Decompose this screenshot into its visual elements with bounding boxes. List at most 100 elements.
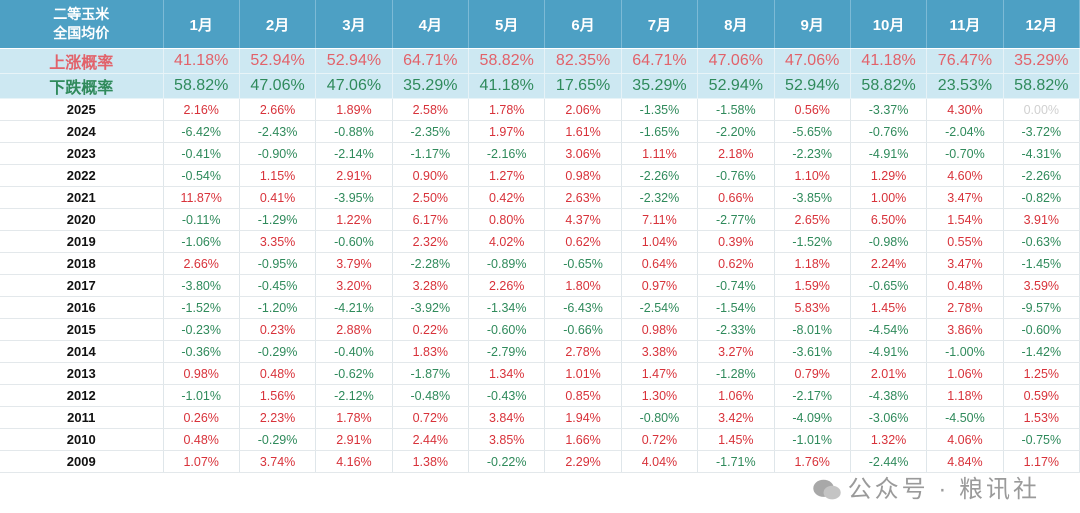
- month-header: 4月: [392, 0, 470, 49]
- change-cell: 1.97%: [468, 120, 546, 143]
- change-cell: -0.62%: [315, 362, 393, 385]
- year-cell: 2025: [0, 98, 164, 121]
- change-cell: -2.04%: [926, 120, 1004, 143]
- year-cell: 2019: [0, 230, 164, 253]
- change-cell: -3.37%: [850, 98, 928, 121]
- change-cell: 1.00%: [850, 186, 928, 209]
- change-cell: 2.24%: [850, 252, 928, 275]
- year-cell: 2018: [0, 252, 164, 275]
- change-cell: 0.98%: [621, 318, 699, 341]
- change-cell: -1.58%: [697, 98, 775, 121]
- table-row: 2014 -0.36% -0.29% -0.40% 1.83% -2.79% 2.78% 3.…: [0, 340, 1080, 363]
- change-cell: 3.86%: [926, 318, 1004, 341]
- change-cell: -1.00%: [926, 340, 1004, 363]
- down-probability-row: 下跌概率 58.82% 47.06% 47.06% 35.29% 41.18% 17.65…: [0, 73, 1080, 99]
- corner-header: 二等玉米 全国均价: [0, 0, 164, 49]
- up-probability-cell: 64.71%: [621, 48, 699, 74]
- change-cell: 4.84%: [926, 450, 1004, 473]
- change-cell: 3.85%: [468, 428, 546, 451]
- month-header: 9月: [774, 0, 851, 49]
- change-cell: 1.78%: [315, 406, 393, 429]
- change-cell: -0.88%: [315, 120, 393, 143]
- change-cell: -0.82%: [1003, 186, 1080, 209]
- change-cell: 3.79%: [315, 252, 393, 275]
- change-cell: -1.52%: [774, 230, 851, 253]
- change-cell: -2.54%: [621, 296, 699, 319]
- change-cell: 2.63%: [544, 186, 622, 209]
- table-row: 2015 -0.23% 0.23% 2.88% 0.22% -0.60% -0.66% 0.9…: [0, 318, 1080, 341]
- change-cell: 1.06%: [926, 362, 1004, 385]
- change-cell: 0.00%: [1003, 98, 1080, 121]
- change-cell: 1.01%: [544, 362, 622, 385]
- change-cell: 0.80%: [468, 208, 546, 231]
- change-cell: 5.83%: [774, 296, 851, 319]
- change-cell: 1.59%: [774, 274, 851, 297]
- change-cell: 3.74%: [239, 450, 317, 473]
- change-cell: 0.62%: [697, 252, 775, 275]
- change-cell: 1.80%: [544, 274, 622, 297]
- change-cell: 1.18%: [774, 252, 851, 275]
- table-row: 2020 -0.11% -1.29% 1.22% 6.17% 0.80% 4.37% 7.11…: [0, 208, 1080, 231]
- month-header: 2月: [239, 0, 317, 49]
- wechat-icon: [812, 479, 841, 500]
- change-cell: -6.43%: [544, 296, 622, 319]
- change-cell: 2.88%: [315, 318, 393, 341]
- change-cell: 2.29%: [544, 450, 622, 473]
- change-cell: 2.44%: [392, 428, 470, 451]
- down-probability-cell: 58.82%: [163, 73, 240, 99]
- down-probability-cell: 52.94%: [697, 73, 775, 99]
- change-cell: -0.75%: [1003, 428, 1080, 451]
- change-cell: 3.47%: [926, 186, 1004, 209]
- change-cell: -0.29%: [239, 428, 317, 451]
- change-cell: -2.77%: [697, 208, 775, 231]
- change-cell: -4.54%: [850, 318, 928, 341]
- change-cell: -4.38%: [850, 384, 928, 407]
- change-cell: 0.48%: [926, 274, 1004, 297]
- change-cell: -0.23%: [163, 318, 240, 341]
- change-cell: -0.89%: [468, 252, 546, 275]
- change-cell: -1.54%: [697, 296, 775, 319]
- change-cell: 0.48%: [163, 428, 240, 451]
- up-probability-cell: 52.94%: [239, 48, 317, 74]
- change-cell: -0.60%: [1003, 318, 1080, 341]
- change-cell: 0.98%: [544, 164, 622, 187]
- change-cell: -2.35%: [392, 120, 470, 143]
- up-probability-cell: 35.29%: [1003, 48, 1080, 74]
- change-cell: 1.07%: [163, 450, 240, 473]
- change-cell: -4.91%: [850, 142, 928, 165]
- change-cell: 3.27%: [697, 340, 775, 363]
- table-row: 2017 -3.80% -0.45% 3.20% 3.28% 2.26% 1.80% 0.97…: [0, 274, 1080, 297]
- month-header: 8月: [697, 0, 775, 49]
- change-cell: 0.42%: [468, 186, 546, 209]
- change-cell: -0.48%: [392, 384, 470, 407]
- change-cell: 0.23%: [239, 318, 317, 341]
- month-header: 3月: [315, 0, 393, 49]
- change-cell: 1.66%: [544, 428, 622, 451]
- month-header: 10月: [850, 0, 928, 49]
- change-cell: -6.42%: [163, 120, 240, 143]
- change-cell: -3.85%: [774, 186, 851, 209]
- change-cell: 1.18%: [926, 384, 1004, 407]
- change-cell: 3.59%: [1003, 274, 1080, 297]
- change-cell: -1.45%: [1003, 252, 1080, 275]
- down-probability-cell: 58.82%: [1003, 73, 1080, 99]
- up-probability-cell: 41.18%: [163, 48, 240, 74]
- change-cell: -1.52%: [163, 296, 240, 319]
- change-cell: 0.66%: [697, 186, 775, 209]
- year-cell: 2016: [0, 296, 164, 319]
- change-cell: -0.76%: [850, 120, 928, 143]
- change-cell: 1.45%: [697, 428, 775, 451]
- corner-line1: 二等玉米: [53, 6, 110, 22]
- change-cell: 0.85%: [544, 384, 622, 407]
- change-cell: 1.47%: [621, 362, 699, 385]
- change-cell: 2.66%: [163, 252, 240, 275]
- down-probability-cell: 35.29%: [392, 73, 470, 99]
- change-cell: 1.27%: [468, 164, 546, 187]
- change-cell: -2.43%: [239, 120, 317, 143]
- up-probability-cell: 47.06%: [697, 48, 775, 74]
- month-header: 6月: [544, 0, 622, 49]
- change-cell: 1.06%: [697, 384, 775, 407]
- change-cell: 1.32%: [850, 428, 928, 451]
- change-cell: -4.21%: [315, 296, 393, 319]
- change-cell: -4.50%: [926, 406, 1004, 429]
